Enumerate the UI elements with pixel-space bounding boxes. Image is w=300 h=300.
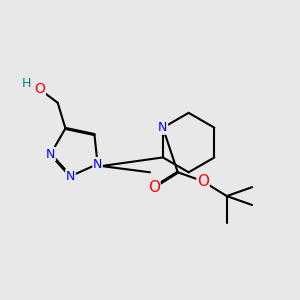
Text: O: O xyxy=(34,82,45,96)
Text: O: O xyxy=(148,180,160,195)
Text: N: N xyxy=(66,170,75,183)
Text: O: O xyxy=(197,174,209,189)
Text: N: N xyxy=(158,121,168,134)
Text: N: N xyxy=(93,158,102,171)
Text: N: N xyxy=(46,148,55,160)
Text: H: H xyxy=(22,77,31,90)
